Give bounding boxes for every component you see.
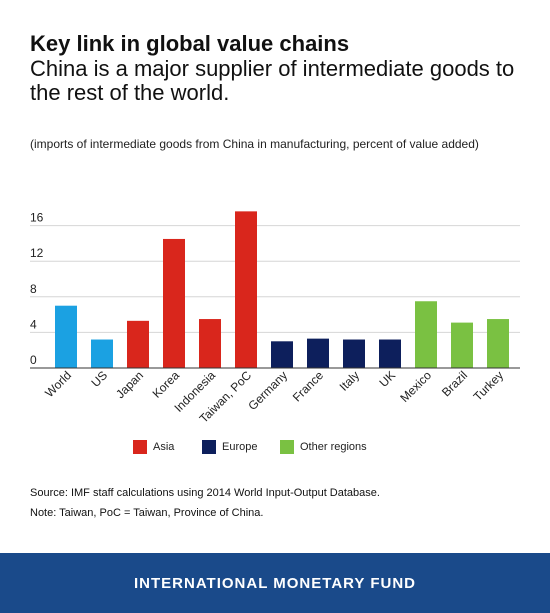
bar [163,238,185,368]
legend-swatch-asia [133,440,147,454]
chart-units-note: (imports of intermediate goods from Chin… [30,137,479,151]
footnote: Note: Taiwan, PoC = Taiwan, Province of … [30,507,264,519]
x-tick-label: Brazil [439,368,470,399]
y-tick-label: 12 [30,246,44,260]
x-tick-label: US [88,368,110,390]
bar [415,301,437,368]
bar [451,322,473,368]
x-tick-label: Korea [150,368,183,401]
bar [271,341,293,368]
x-tick-label: France [290,368,327,405]
chart-legend: Asia Europe Other regions [0,440,550,460]
x-tick-label: UK [376,368,398,390]
legend-label-europe: Europe [222,441,258,453]
bar [307,338,329,368]
y-tick-label: 0 [30,353,37,367]
bar [487,319,509,368]
x-tick-label: World [42,368,74,400]
bar [343,339,365,368]
footer-banner: INTERNATIONAL MONETARY FUND [0,553,550,613]
legend-item-asia: Asia [133,440,174,454]
y-tick-label: 8 [30,282,37,296]
chart-title: Key link in global value chains [30,31,350,56]
source-note: Source: IMF staff calculations using 201… [30,487,380,499]
bar [91,339,113,368]
bar [127,320,149,368]
legend-item-europe: Europe [202,440,257,454]
y-tick-label: 4 [30,317,37,331]
x-tick-label: Japan [113,368,146,401]
x-tick-label: Mexico [397,368,434,405]
legend-item-other-regions: Other regions [280,440,367,454]
legend-label-other-regions: Other regions [300,441,367,453]
y-tick-label: 16 [30,211,44,225]
chart-subtitle: China is a major supplier of intermediat… [30,56,515,105]
x-tick-label: Turkey [471,368,507,404]
bar [235,211,257,368]
legend-swatch-europe [202,440,216,454]
x-tick-label: Italy [337,368,362,393]
legend-swatch-other-regions [280,440,294,454]
bar [379,339,401,368]
legend-label-asia: Asia [153,441,175,453]
bar [199,319,221,368]
bar [55,305,77,368]
footer-org-name: INTERNATIONAL MONETARY FUND [134,574,416,592]
x-tick-label: Germany [245,368,290,413]
